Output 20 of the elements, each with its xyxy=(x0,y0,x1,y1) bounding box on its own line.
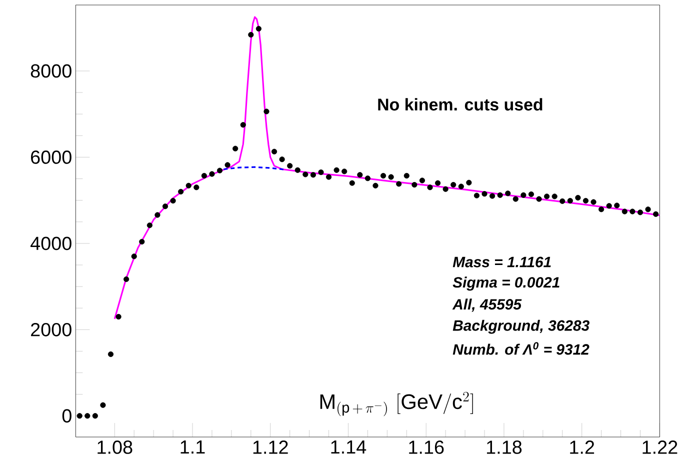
x-tick-label: 1.22 xyxy=(642,440,678,454)
y-tick-label: 8000 xyxy=(30,64,72,78)
x-tick-label: 1.2 xyxy=(570,440,594,454)
y-tick-label: 2000 xyxy=(31,322,72,336)
annotation: Background, 36283 xyxy=(452,320,590,334)
annotation: Numb. of Λ$^{0}$ = 9312 xyxy=(452,342,590,355)
y-tick-label: 6000 xyxy=(31,150,72,164)
x-axis-title: $\mathrm{M}_{(\mathrm{p}\,+\,\pi^{-})}\ [\mathrm{GeV}/\mathrm{c}^{2}]$ xyxy=(320,392,473,416)
x-tick-label: 1.14 xyxy=(331,440,366,454)
x-tick-label: 1.16 xyxy=(409,440,444,454)
x-tick-label: 1.12 xyxy=(253,440,288,454)
annotation: No kinem. cuts used xyxy=(378,98,542,111)
y-tick-label: 4000 xyxy=(30,236,72,250)
annotation: All, 45595 xyxy=(452,298,522,312)
y-tick-label: 0 xyxy=(62,409,72,423)
annotation: Sigma = 0.0021 xyxy=(452,276,560,291)
x-tick-label: 1.08 xyxy=(98,440,132,454)
x-tick-label: 1.18 xyxy=(486,440,522,454)
annotation: Mass = 1.1161 xyxy=(452,256,551,268)
x-tick-label: 1.1 xyxy=(180,440,205,454)
